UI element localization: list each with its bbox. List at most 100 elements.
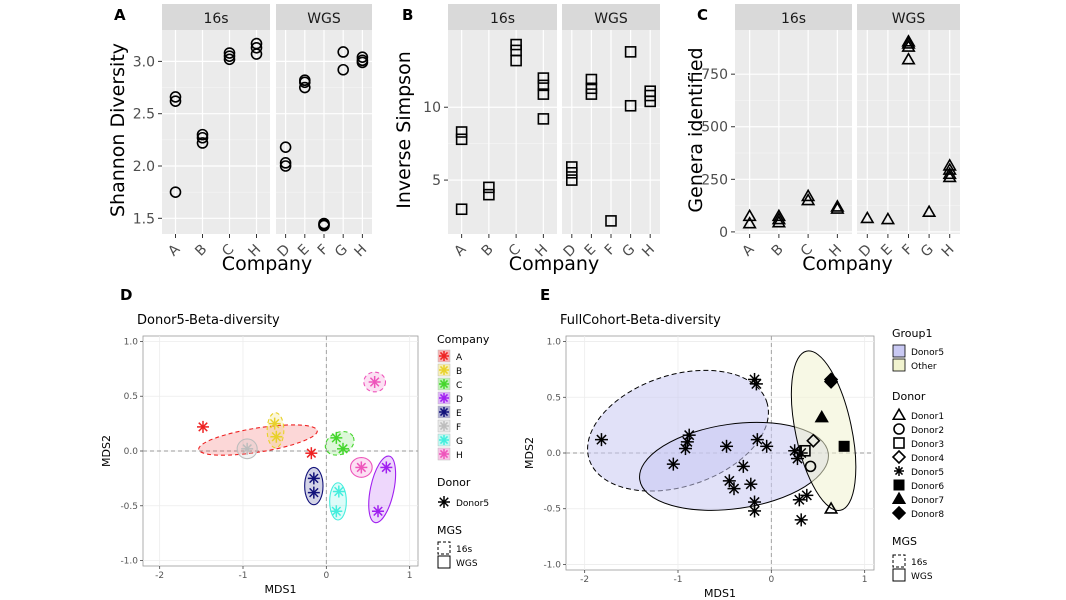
marker-square (644, 85, 657, 97)
data-point (901, 36, 916, 49)
x-axis-title: Company (802, 253, 892, 275)
data-point (318, 217, 330, 230)
x-tick-label: F (899, 242, 916, 259)
data-point (483, 188, 495, 201)
facet-plot-background (735, 30, 852, 234)
marker-asterisk-stroke (269, 418, 280, 429)
marker-circle (356, 54, 369, 67)
marker-square (537, 88, 550, 100)
marker-asterisk-stroke (749, 496, 760, 508)
marker-circle (196, 131, 209, 144)
panel-D: D -2 -1 0 1 -1.0 -0.5 0.0 0.5 1.0 MDS1 MDS2 Donor5-B… (100, 286, 419, 596)
marker-asterisk-stroke (309, 487, 319, 498)
ellipse-D-WGS (368, 455, 397, 524)
x-tick-label: A (739, 241, 757, 259)
data-point (455, 203, 468, 216)
x-tick-label: A (451, 241, 469, 259)
data-point-Donor5 (594, 433, 608, 447)
marker-triangle (830, 199, 845, 212)
marker-triangle (830, 201, 845, 214)
data-point-A (197, 420, 209, 433)
x-tick-label: G (332, 242, 351, 261)
marker-asterisk-stroke (789, 445, 800, 456)
legend-key (891, 491, 907, 505)
x-tick-label: 0 (323, 571, 329, 581)
data-point (250, 37, 263, 50)
data-point (565, 167, 578, 179)
data-point (298, 81, 311, 94)
legend-label: Donor1 (911, 412, 944, 422)
x-tick-label: B (479, 242, 497, 260)
marker-triangle (742, 208, 757, 222)
legend-key-asterisk (439, 449, 449, 459)
marker-asterisk-stroke (596, 434, 607, 445)
marker-circle (298, 81, 311, 94)
marker-square (565, 161, 578, 173)
marker-square (605, 215, 617, 227)
y-tick-label: 0.0 (547, 449, 562, 459)
marker-asterisk-stroke (373, 506, 383, 517)
x-axis-title: MDS1 (704, 587, 736, 600)
marker-asterisk-stroke (721, 441, 732, 452)
x-tick-label: G (918, 242, 937, 261)
data-point-B (270, 430, 283, 443)
legend-key (893, 437, 905, 449)
marker-diamond (891, 449, 907, 465)
marker-asterisk-stroke (682, 436, 693, 447)
plot-title: FullCohort-Beta-diversity (560, 313, 721, 328)
data-point (585, 82, 598, 95)
marker-square (624, 46, 637, 58)
legend-title: Donor (892, 390, 926, 403)
data-point (455, 133, 468, 146)
marker-asterisk-stroke (198, 422, 208, 432)
marker-triangle (942, 158, 957, 171)
y-tick-label: 1.0 (124, 337, 139, 347)
facet-strip (735, 4, 852, 30)
legend-label: A (456, 353, 463, 363)
data-point (356, 51, 369, 64)
legend-key (891, 449, 907, 465)
data-point-Donor2 (804, 460, 817, 473)
x-tick-label: F (602, 242, 619, 259)
data-point-E (307, 472, 320, 485)
legend-label: G (456, 437, 463, 447)
data-point (624, 46, 637, 58)
marker-asterisk-stroke (334, 486, 344, 497)
data-point (830, 201, 845, 214)
marker-square (510, 38, 522, 51)
data-point-D (372, 505, 384, 518)
data-point (537, 88, 550, 100)
data-point-Donor5 (794, 446, 808, 460)
ellipse-E-WGS (304, 466, 324, 506)
y-axis-title: Shannon Diversity (107, 43, 129, 217)
panel-letter: D (120, 286, 132, 304)
facet-strip (562, 4, 660, 30)
legend-label: C (456, 381, 462, 391)
marker-triangle (771, 215, 787, 228)
marker-triangle (860, 210, 875, 224)
legend-key-asterisk (439, 351, 449, 361)
y-axis-title: MDS2 (523, 437, 536, 469)
y-tick-label: 0.5 (547, 393, 561, 403)
legend-title: MGS (437, 524, 462, 537)
marker-square (893, 479, 905, 491)
data-point (605, 215, 617, 227)
legend-title: Donor (437, 476, 471, 489)
panel-letter: E (540, 286, 550, 304)
facet-strip-label: 16s (781, 11, 806, 27)
marker-asterisk-stroke (684, 430, 695, 441)
legend-key-asterisk (439, 365, 449, 375)
data-point-B (268, 417, 281, 430)
data-point (537, 72, 550, 84)
marker-triangle (942, 169, 957, 183)
marker-circle (196, 128, 209, 141)
marker-circle (337, 63, 350, 76)
data-point (455, 126, 468, 138)
data-point-Donor5 (750, 433, 764, 447)
panel-letter: C (697, 6, 708, 24)
legend-label: Donor4 (911, 454, 944, 464)
data-point (921, 204, 937, 217)
legend-key (437, 541, 451, 555)
data-point-D (380, 461, 393, 474)
